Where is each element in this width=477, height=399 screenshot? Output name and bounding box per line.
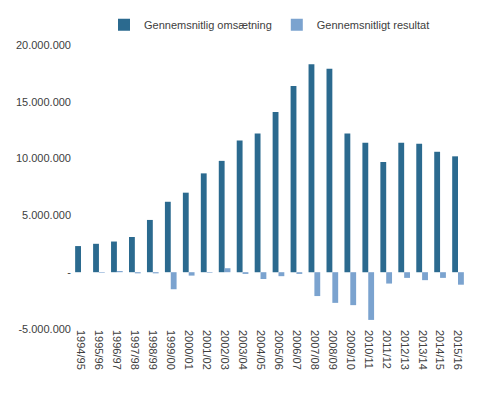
svg-text:1997/98: 1997/98 — [129, 330, 141, 370]
svg-text:2010/11: 2010/11 — [363, 330, 375, 369]
svg-text:2006/07: 2006/07 — [291, 330, 303, 370]
svg-text:2005/06: 2005/06 — [273, 330, 285, 370]
svg-text:2012/13: 2012/13 — [399, 330, 411, 370]
svg-text:5.000.000: 5.000.000 — [22, 209, 71, 221]
svg-text:2011/12: 2011/12 — [381, 330, 393, 369]
svg-text:Gennemsnitligt resultat: Gennemsnitligt resultat — [317, 19, 430, 31]
svg-text:1999/00: 1999/00 — [165, 330, 177, 370]
svg-text:2003/04: 2003/04 — [237, 330, 249, 370]
svg-text:2000/01: 2000/01 — [183, 330, 195, 370]
svg-text:1996/97: 1996/97 — [111, 330, 123, 370]
svg-text:2013/14: 2013/14 — [417, 330, 429, 370]
svg-text:-5.000.000: -5.000.000 — [18, 323, 71, 335]
svg-text:20.000.000: 20.000.000 — [16, 39, 71, 51]
svg-text:1995/96: 1995/96 — [93, 330, 105, 370]
svg-text:2008/09: 2008/09 — [327, 330, 339, 370]
svg-text:-: - — [67, 266, 71, 278]
svg-text:15.000.000: 15.000.000 — [16, 96, 71, 108]
svg-text:10.000.000: 10.000.000 — [16, 152, 71, 164]
svg-text:2009/10: 2009/10 — [345, 330, 357, 370]
svg-text:2001/02: 2001/02 — [201, 330, 213, 370]
svg-text:2015/16: 2015/16 — [452, 330, 464, 370]
svg-text:1998/99: 1998/99 — [147, 330, 159, 370]
svg-text:2002/03: 2002/03 — [219, 330, 231, 370]
svg-text:2004/05: 2004/05 — [255, 330, 267, 370]
svg-text:Gennemsnitlig omsætning: Gennemsnitlig omsætning — [144, 19, 272, 31]
svg-text:2007/08: 2007/08 — [309, 330, 321, 370]
svg-text:1994/95: 1994/95 — [75, 330, 87, 370]
svg-text:2014/15: 2014/15 — [434, 330, 446, 370]
